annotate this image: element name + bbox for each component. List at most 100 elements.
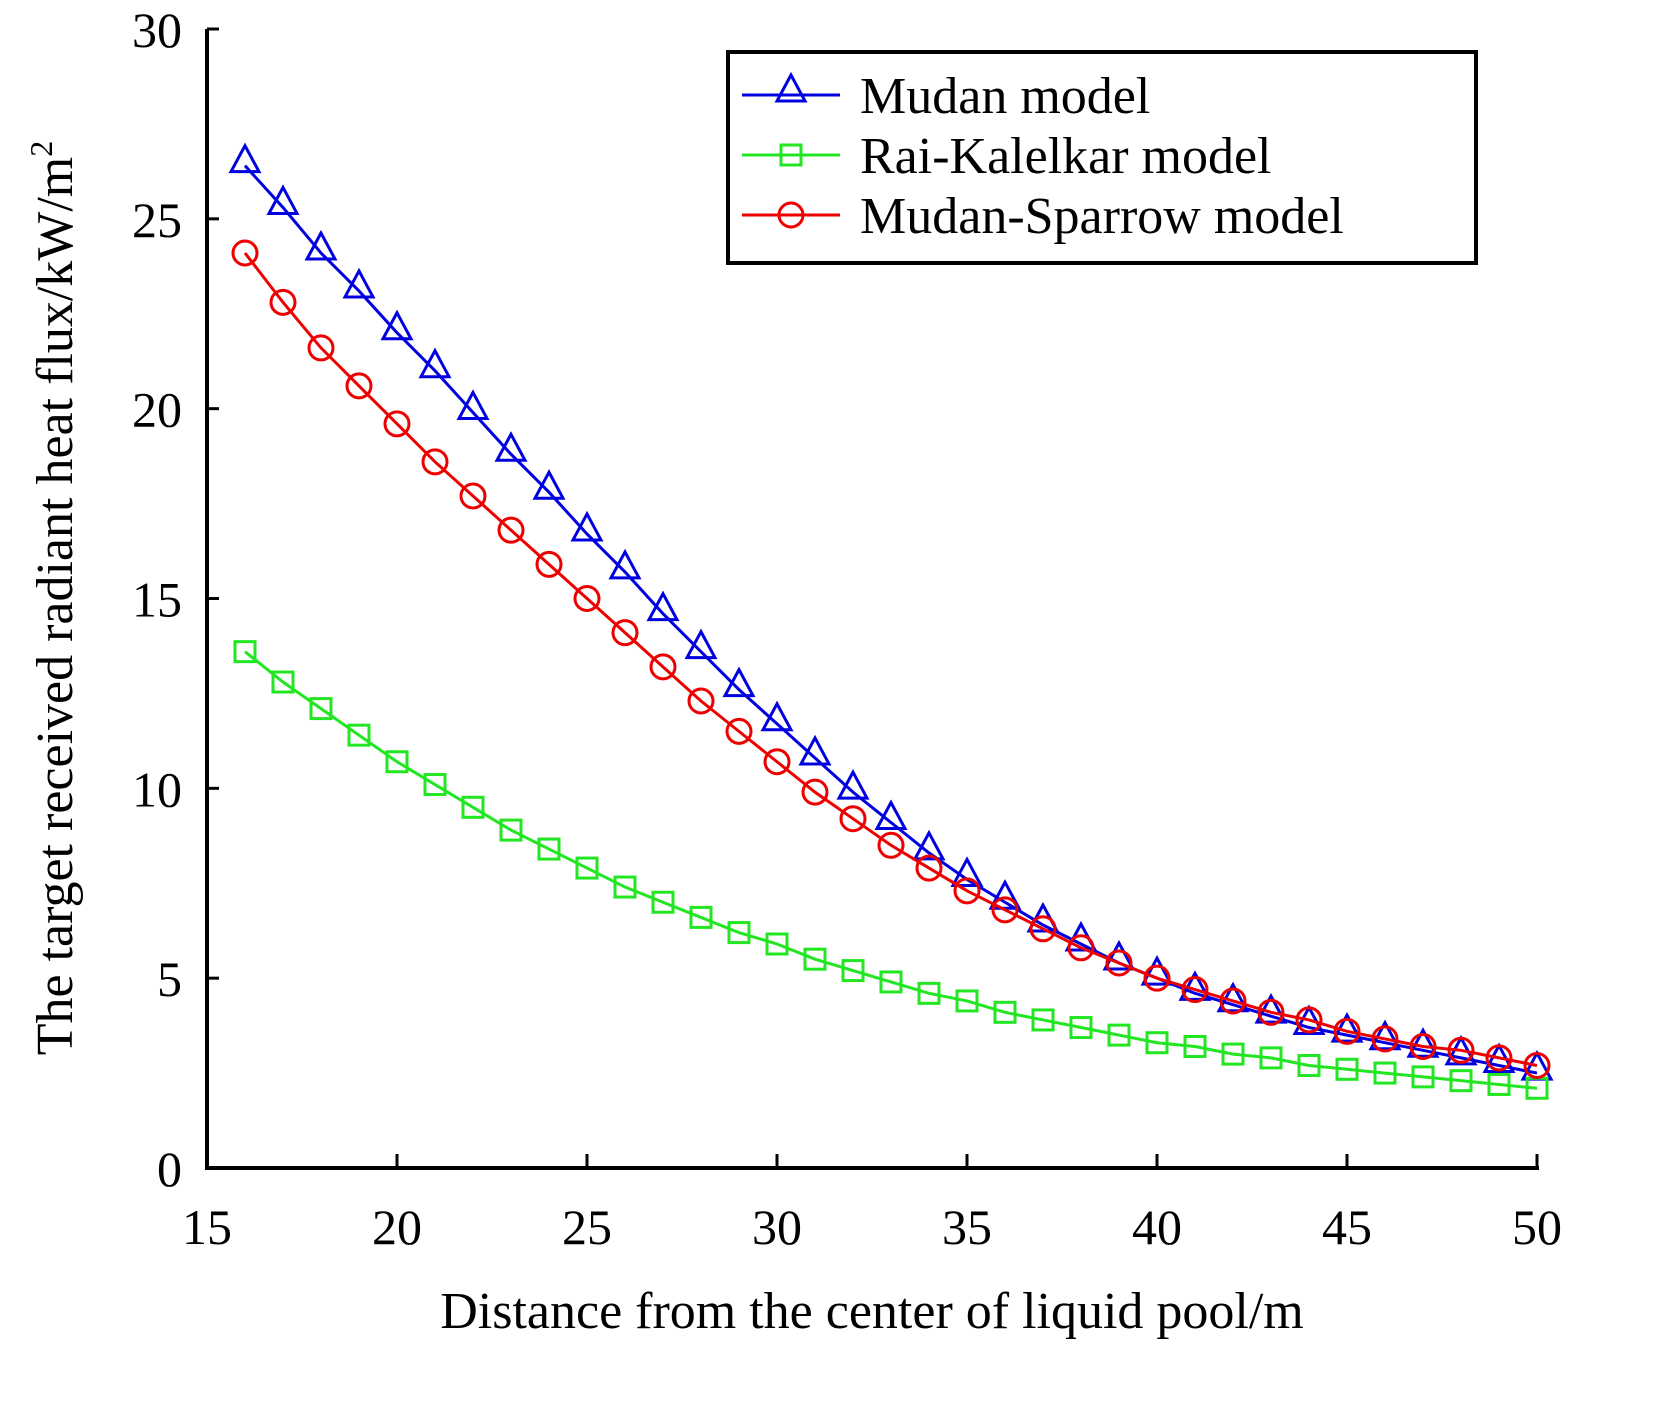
circle-marker: [1333, 1017, 1361, 1045]
circle-marker: [421, 448, 449, 476]
legend-label: Rai-Kalelkar model: [860, 128, 1272, 185]
y-tick-label: 0: [157, 1141, 182, 1197]
square-marker: [1487, 1072, 1511, 1096]
legend-square-icon: [779, 143, 803, 167]
triangle-marker: [1406, 1027, 1440, 1058]
x-tick-label: 45: [1322, 1199, 1372, 1255]
triangle-marker: [228, 142, 262, 174]
square-marker: [841, 959, 865, 983]
square-marker: [1183, 1035, 1207, 1059]
triangle-marker: [684, 628, 718, 660]
circle-marker: [1485, 1044, 1513, 1072]
triangle-marker: [1368, 1019, 1402, 1051]
triangle-marker: [1140, 955, 1174, 986]
circle-marker: [611, 619, 639, 647]
legend-entry: Rai-Kalelkar model: [742, 128, 1272, 185]
series-line: [244, 650, 1538, 1090]
y-axis-label-text: The target received radiant heat flux/kW…: [27, 157, 84, 1056]
square-marker: [651, 890, 675, 914]
triangle-marker: [1102, 939, 1136, 971]
circle-marker: [991, 896, 1019, 924]
circle-marker: [307, 334, 335, 362]
square-marker: [879, 970, 903, 994]
triangle-marker: [266, 184, 300, 215]
square-marker: [1069, 1016, 1093, 1040]
x-axis-label: Distance from the center of liquid pool/…: [440, 1283, 1304, 1340]
triangle-marker: [798, 734, 832, 766]
square-marker: [1107, 1023, 1131, 1047]
series-rai-kalelkar-model: [233, 640, 1549, 1100]
axes: 15 20 25 30 35 40 45 50 0 5 10 15 20 25 30: [132, 2, 1562, 1255]
square-marker: [309, 697, 333, 721]
series-mudan-sparrow-model: [231, 239, 1551, 1079]
circle-marker: [1371, 1025, 1399, 1053]
plot-area: [228, 142, 1554, 1100]
square-marker: [955, 989, 979, 1013]
circle-marker: [839, 805, 867, 833]
circle-marker: [1067, 934, 1095, 962]
square-marker: [993, 1000, 1017, 1024]
triangle-marker: [570, 510, 604, 542]
x-tick-label: 30: [752, 1199, 802, 1255]
circle-marker: [953, 877, 981, 905]
triangle-marker: [722, 666, 756, 698]
y-axis-label-superscript: 2: [23, 141, 59, 157]
square-marker: [1373, 1061, 1397, 1085]
circle-marker: [269, 288, 297, 316]
square-marker: [689, 905, 713, 929]
square-marker: [575, 856, 599, 880]
circle-marker: [687, 687, 715, 715]
triangle-marker: [304, 229, 338, 261]
circle-marker: [1295, 1006, 1323, 1034]
legend-entry: Mudan model: [742, 68, 1150, 125]
triangle-marker: [608, 548, 642, 580]
circle-marker: [915, 854, 943, 882]
legend-box: [726, 50, 1478, 265]
square-marker: [1449, 1069, 1473, 1093]
triangle-marker: [646, 590, 680, 622]
circle-marker: [877, 831, 905, 859]
square-marker: [537, 837, 561, 861]
square-marker: [765, 932, 789, 956]
circle-marker: [763, 748, 791, 776]
square-marker: [613, 875, 637, 899]
triangle-marker: [874, 799, 908, 831]
square-marker: [461, 795, 485, 819]
square-marker: [1411, 1065, 1435, 1089]
legend-circle-icon: [777, 201, 805, 229]
square-marker: [727, 921, 751, 945]
series-mudan-model: [228, 142, 1554, 1081]
circle-marker: [649, 653, 677, 681]
square-marker: [1145, 1031, 1169, 1055]
triangle-marker: [418, 347, 452, 379]
square-marker: [1031, 1008, 1055, 1032]
x-tick-label: 15: [182, 1199, 232, 1255]
square-marker: [1259, 1046, 1283, 1070]
y-tick-label: 30: [132, 2, 182, 58]
series-line: [243, 164, 1538, 1075]
circle-marker: [383, 410, 411, 438]
legend-label: Mudan-Sparrow model: [860, 188, 1344, 245]
square-marker: [385, 750, 409, 774]
x-tick-label: 25: [562, 1199, 612, 1255]
circle-marker: [1105, 949, 1133, 977]
x-tick-label: 40: [1132, 1199, 1182, 1255]
y-axis-label: The target received radiant heat flux/kW…: [23, 141, 84, 1056]
circle-marker: [535, 550, 563, 578]
circle-marker: [345, 372, 373, 400]
square-marker: [233, 640, 257, 664]
circle-marker: [801, 778, 829, 806]
triangle-marker: [532, 469, 566, 500]
circle-marker: [1029, 915, 1057, 943]
circle-marker: [725, 717, 753, 745]
legend-triangle-icon: [774, 71, 808, 103]
square-marker: [1221, 1042, 1245, 1066]
triangle-marker: [950, 856, 984, 887]
circle-marker: [1257, 998, 1285, 1026]
x-tick-label: 50: [1512, 1199, 1562, 1255]
legend-entry: Mudan-Sparrow model: [742, 188, 1344, 245]
square-marker: [803, 947, 827, 971]
circle-marker: [1447, 1036, 1475, 1064]
